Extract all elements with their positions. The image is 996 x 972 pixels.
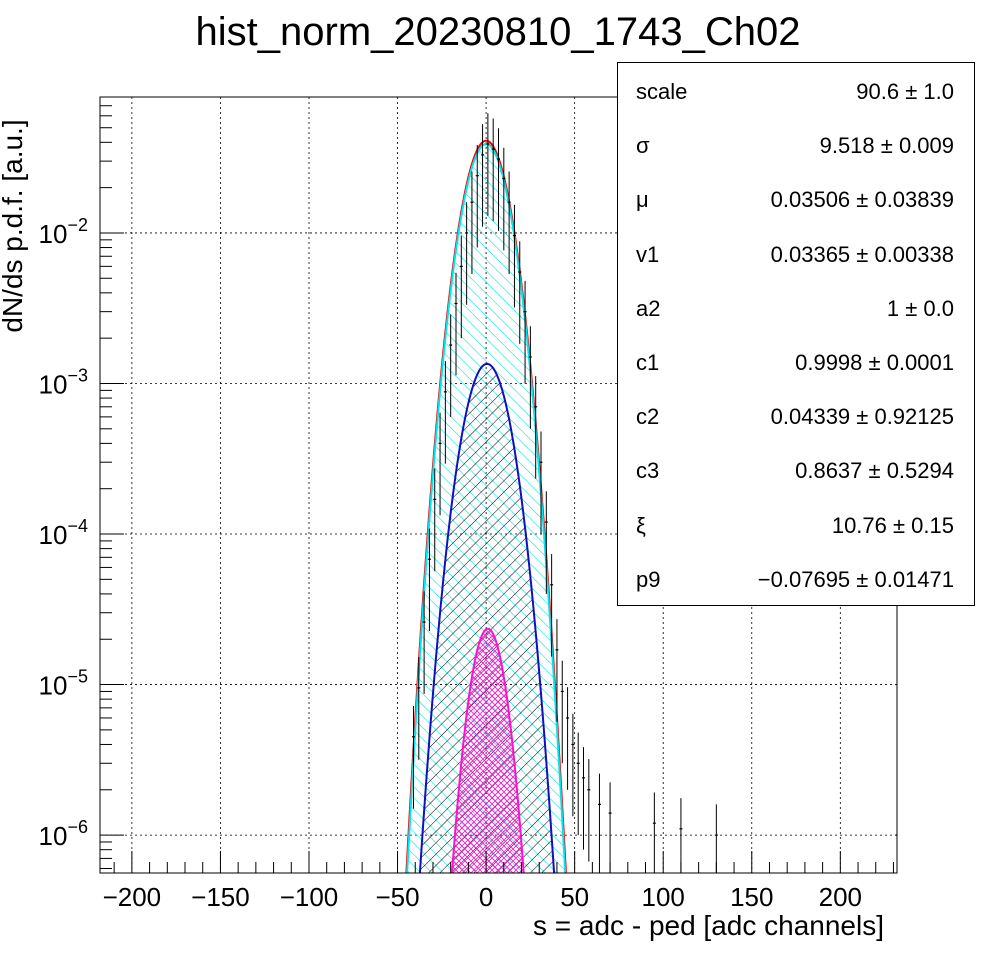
stat-row: a2 1 ± 0.0 bbox=[618, 296, 974, 326]
data-points bbox=[411, 113, 897, 873]
stat-name: c3 bbox=[636, 458, 660, 484]
stat-value: 0.03365 ± 0.00338 bbox=[770, 241, 954, 267]
y-tick-label: 10−3 bbox=[39, 365, 88, 399]
stat-row: c1 0.9998 ± 0.0001 bbox=[618, 350, 974, 380]
curves bbox=[405, 139, 567, 873]
stat-row: μ 0.03506 ± 0.03839 bbox=[618, 187, 974, 217]
x-tick-label: 100 bbox=[642, 882, 685, 912]
stat-row: v1 0.03365 ± 0.00338 bbox=[618, 242, 974, 272]
stat-row: scale 90.6 ± 1.0 bbox=[618, 79, 974, 109]
y-tick-label: 10−6 bbox=[39, 817, 88, 851]
stat-name: μ bbox=[636, 187, 649, 213]
stat-name: p9 bbox=[636, 566, 661, 592]
stat-name: v1 bbox=[636, 241, 660, 267]
stat-row: c3 0.8637 ± 0.5294 bbox=[618, 458, 974, 488]
stat-row: p9 −0.07695 ± 0.01471 bbox=[618, 567, 974, 597]
x-tick-label: 0 bbox=[479, 882, 493, 912]
stat-row: σ 9.518 ± 0.009 bbox=[618, 133, 974, 163]
stat-name: scale bbox=[636, 79, 688, 104]
chart-title: hist_norm_20230810_1743_Ch02 bbox=[195, 10, 801, 54]
stat-value: 10.76 ± 0.15 bbox=[831, 512, 954, 538]
stat-name: a2 bbox=[636, 295, 661, 321]
stat-name: ξ bbox=[636, 512, 646, 538]
stat-name: σ bbox=[636, 133, 650, 159]
x-tick-label: −100 bbox=[280, 882, 339, 912]
y-tick-label: 10−5 bbox=[39, 667, 88, 701]
x-tick-label: −150 bbox=[191, 882, 250, 912]
x-tick-label: 150 bbox=[730, 882, 773, 912]
axis-ticks: −200 −150 −100 −50 0 50 100 150 200 10−6 10−5 10−4 1… bbox=[39, 96, 894, 912]
y-tick-label: 10−2 bbox=[39, 215, 88, 249]
fit-stats-box: scale 90.6 ± 1.0 σ 9.518 ± 0.009 μ 0.03506 ± … bbox=[617, 62, 975, 606]
stat-row: c2 0.04339 ± 0.92125 bbox=[618, 404, 974, 434]
stat-row: ξ 10.76 ± 0.15 bbox=[618, 513, 974, 543]
x-tick-label: 200 bbox=[819, 882, 862, 912]
x-tick-label: −50 bbox=[375, 882, 419, 912]
stat-value: 1 ± 0.0 bbox=[886, 295, 954, 321]
stat-name: c1 bbox=[636, 350, 660, 375]
x-axis-label: s = adc - ped [adc channels] bbox=[533, 910, 884, 941]
stat-name: c2 bbox=[636, 404, 660, 430]
y-axis-label: dN/ds p.d.f. [a.u.] bbox=[0, 119, 28, 333]
stat-value: 0.8637 ± 0.5294 bbox=[795, 458, 954, 484]
y-tick-label: 10−4 bbox=[39, 516, 88, 550]
series-line-3 bbox=[451, 627, 525, 873]
stat-value: 90.6 ± 1.0 bbox=[856, 79, 954, 104]
stat-value: 0.9998 ± 0.0001 bbox=[795, 350, 954, 375]
stat-value: 0.04339 ± 0.92125 bbox=[770, 404, 954, 430]
series-line-2 bbox=[418, 362, 556, 873]
stat-value: 0.03506 ± 0.03839 bbox=[770, 187, 954, 213]
x-tick-label: 50 bbox=[560, 882, 589, 912]
stat-value: −0.07695 ± 0.01471 bbox=[757, 566, 954, 592]
x-tick-label: −200 bbox=[103, 882, 162, 912]
stat-value: 9.518 ± 0.009 bbox=[819, 133, 954, 159]
